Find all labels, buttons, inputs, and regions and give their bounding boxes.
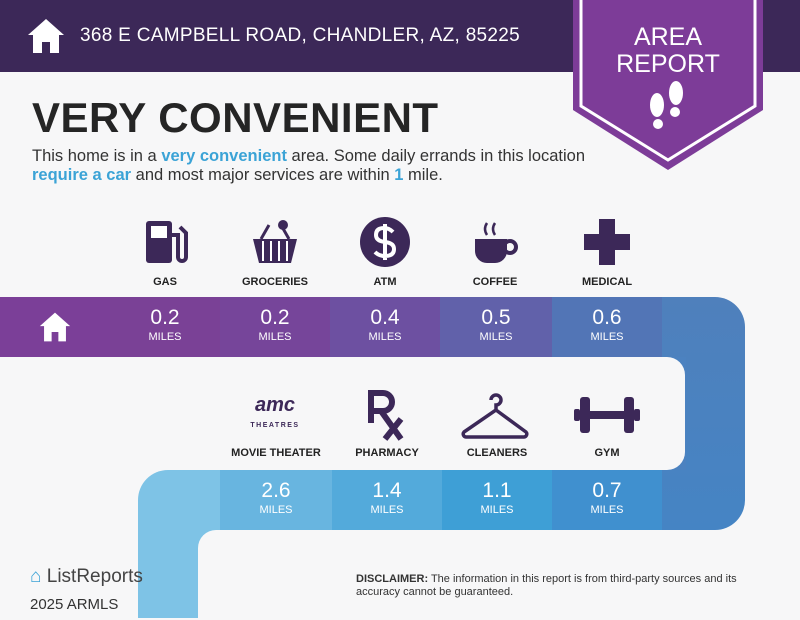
amc-theatres-icon: amc THEATRES xyxy=(220,383,330,443)
distance-atm: 0.4 MILES xyxy=(330,297,440,357)
medical-cross-icon xyxy=(552,212,662,272)
label-movie-theater: MOVIE THEATER xyxy=(231,447,321,459)
inner-space xyxy=(0,357,685,470)
svg-text:THEATRES: THEATRES xyxy=(250,422,299,429)
home-cell xyxy=(0,297,110,357)
house-outline-icon: ⌂ xyxy=(30,566,42,587)
house-icon xyxy=(28,19,64,53)
label-gas: GAS xyxy=(153,276,177,288)
gas-pump-icon xyxy=(110,212,220,272)
label-atm: ATM xyxy=(373,276,397,288)
dumbbell-icon xyxy=(552,385,662,445)
distance-gas: 0.2 MILES xyxy=(110,297,220,357)
grocery-basket-icon xyxy=(220,212,330,272)
badge-text: AREA REPORT xyxy=(616,23,720,78)
label-cleaners: CLEANERS xyxy=(466,447,528,459)
distance-coffee: 0.5 MILES xyxy=(440,297,552,357)
hanger-icon xyxy=(440,385,550,445)
label-groceries: GROCERIES xyxy=(241,276,308,288)
label-medical: MEDICAL xyxy=(581,276,633,288)
lower-space xyxy=(198,530,800,620)
svg-text:amc: amc xyxy=(255,394,295,416)
path-segment xyxy=(198,470,220,530)
distance-groceries: 0.2 MILES xyxy=(220,297,330,357)
label-coffee: COFFEE xyxy=(472,276,518,288)
house-icon xyxy=(39,312,71,342)
distance-gym: 0.7 MILES xyxy=(552,470,662,530)
listreports-logo: ⌂ ListReports xyxy=(30,566,143,587)
label-pharmacy: PHARMACY xyxy=(355,447,419,459)
description: This home is in a very convenient area. … xyxy=(32,147,586,184)
address: 368 E CAMPBELL ROAD, CHANDLER, AZ, 85225 xyxy=(80,25,521,46)
footprints-icon xyxy=(650,81,683,129)
distance-pharmacy: 1.4 MILES xyxy=(332,470,442,530)
distance-cleaners: 1.1 MILES xyxy=(442,470,552,530)
watermark: 2025 ARMLS xyxy=(30,596,119,613)
headline: VERY CONVENIENT xyxy=(32,94,439,141)
dollar-icon xyxy=(330,212,440,272)
area-report-badge xyxy=(573,0,763,170)
label-gym: GYM xyxy=(594,447,620,459)
path-connector-left xyxy=(138,470,198,618)
distance-medical: 0.6 MILES xyxy=(552,297,662,357)
distance-movie-theater: 2.6 MILES xyxy=(220,470,332,530)
disclaimer: DISCLAIMER: The information in this repo… xyxy=(356,573,737,598)
rx-icon xyxy=(330,385,440,445)
coffee-cup-icon xyxy=(440,212,550,272)
